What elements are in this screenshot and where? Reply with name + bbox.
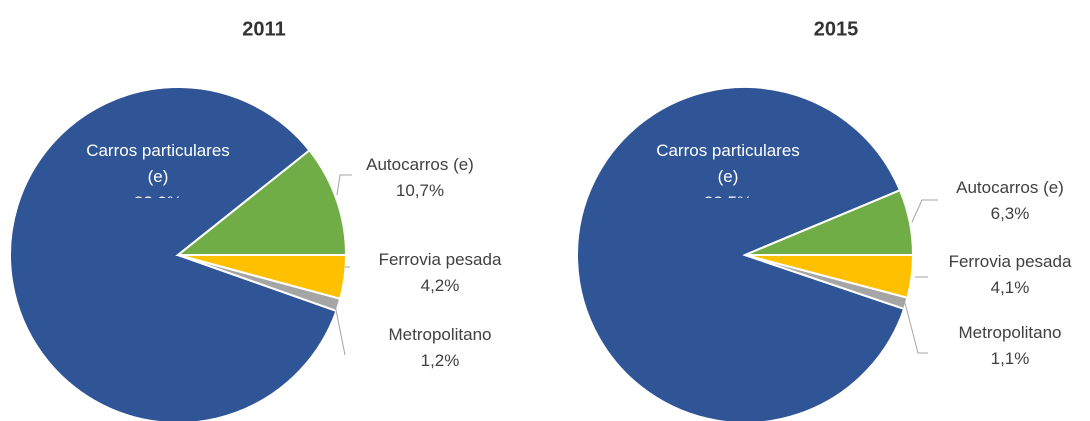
- slice-label: Autocarros (e) 6,3%: [930, 175, 1090, 227]
- slice-label: Ferrovia pesada 4,1%: [930, 249, 1090, 301]
- label-line: Autocarros (e): [366, 155, 474, 174]
- slice-label: Ferrovia pesada 4,2%: [360, 247, 520, 299]
- slice-label: Carros particulares (e) 88,5%: [648, 138, 808, 198]
- label-line: Metropolitano: [958, 323, 1062, 342]
- leader-line: [334, 304, 346, 356]
- slice-label: Autocarros (e) 10,7%: [340, 152, 500, 204]
- pie-slice: [576, 86, 906, 421]
- label-line: 4,2%: [420, 276, 460, 295]
- pie-slice: [175, 148, 348, 256]
- slice-label: Metropolitano 1,1%: [930, 320, 1090, 372]
- leader-line: [336, 174, 352, 196]
- label-line: 83,9%: [78, 190, 238, 198]
- leader-line: [904, 302, 928, 354]
- pie-slice: [9, 86, 338, 421]
- label-line: 6,3%: [990, 204, 1030, 223]
- label-line: Ferrovia pesada: [378, 250, 502, 269]
- label-line: 88,5%: [648, 190, 808, 198]
- slice-label: Carros particulares (e) 83,9%: [78, 138, 238, 198]
- label-line: Carros particulares (e): [86, 141, 230, 186]
- label-line: Ferrovia pesada: [948, 252, 1072, 271]
- label-line: Carros particulares (e): [656, 141, 800, 186]
- slice-label: Ferrovia pesada 4,2%: [360, 247, 520, 299]
- label-line: 10,7%: [395, 181, 445, 200]
- label-line: Metropolitano: [388, 325, 492, 344]
- slice-label: Autocarros (e) 6,3%: [930, 175, 1090, 227]
- slice-label: Autocarros (e) 10,7%: [340, 152, 500, 204]
- label-line: 1,2%: [420, 351, 460, 370]
- pie-slice: [744, 254, 909, 311]
- slice-label: Carros particulares (e) 83,9%: [78, 138, 238, 198]
- leader-line: [911, 199, 938, 223]
- label-line: Autocarros (e): [956, 178, 1064, 197]
- slice-label: Carros particulares (e) 88,5%: [648, 138, 808, 198]
- slice-label: Metropolitano 1,1%: [930, 320, 1090, 372]
- chart-title: 2011: [242, 18, 285, 40]
- label-line: 1,1%: [990, 349, 1030, 368]
- chart-title: 2015: [814, 18, 859, 40]
- slice-label: Metropolitano 1,2%: [360, 322, 520, 374]
- slice-label: Ferrovia pesada 4,1%: [930, 249, 1090, 301]
- slice-label: Metropolitano 1,2%: [360, 322, 520, 374]
- label-line: 4,1%: [990, 278, 1030, 297]
